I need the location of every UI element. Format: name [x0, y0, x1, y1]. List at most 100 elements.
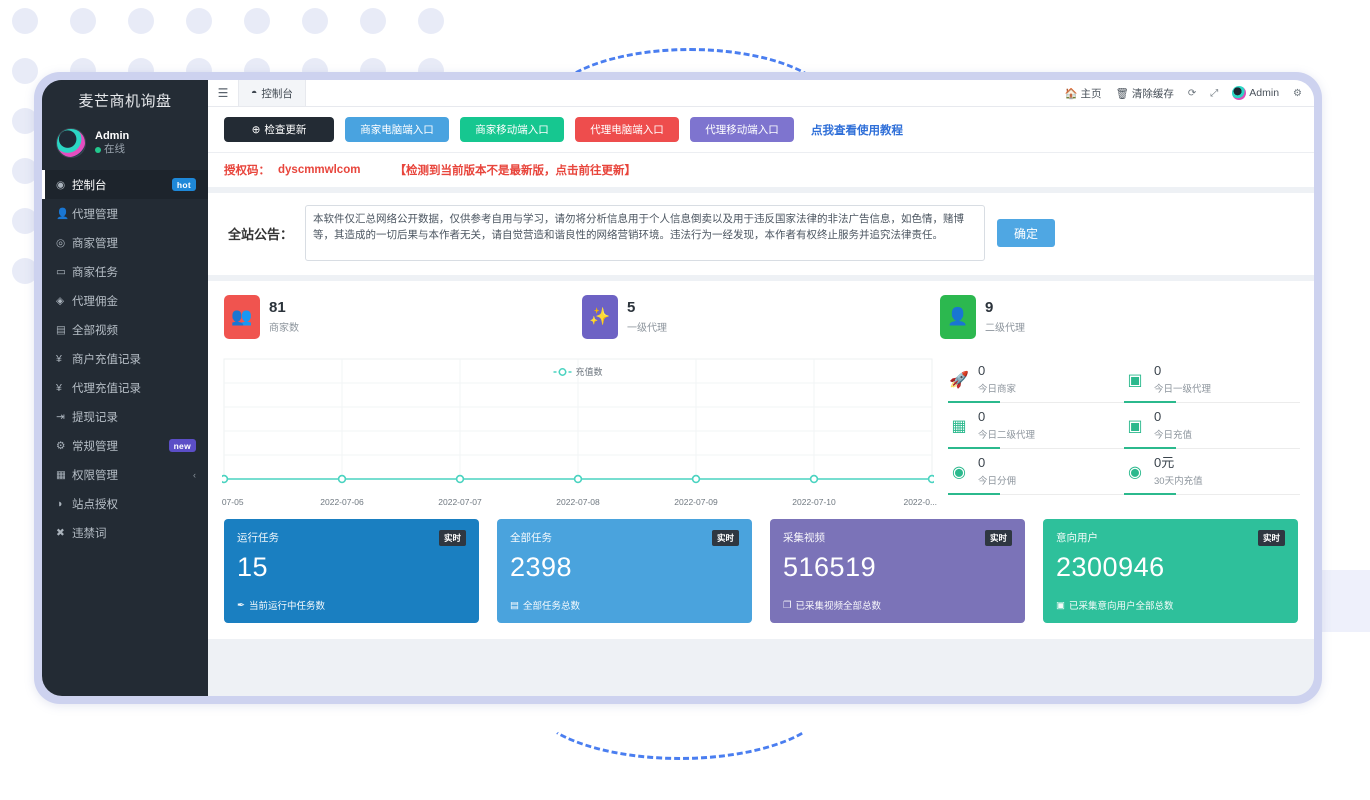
mini-stats-grid: 🚀 0 今日商家 ▣ 0 今日一级代理 ▦ 0 今日二级代理 ▣ 0 今日充值 ◉ 0 今日分佣 ◉ 0元 30天…	[934, 357, 1300, 497]
tutorial-link[interactable]: 点我查看使用教程	[811, 124, 903, 137]
sidebar-item-label: 全部视频	[72, 324, 118, 337]
profile-status: 在线	[95, 143, 129, 156]
entry-button-label: 代理移动端入口	[705, 124, 779, 136]
sidebar-item-label: 违禁词	[72, 527, 107, 540]
recharge-line-chart[interactable]: 充值数 07-05 2022-07-06 2022-07-07 2022-07-08 2…	[222, 357, 937, 507]
video-icon: ▤	[56, 323, 66, 336]
sidebar-item-4[interactable]: ◈ 代理佣金	[42, 286, 208, 315]
content-scroll: ⊕ 检查更新 商家电脑端入口 商家移动端入口 代理电脑端入口 代理移动端入口 点我查看使用教…	[208, 107, 1314, 696]
user-menu[interactable]: Admin	[1232, 86, 1279, 100]
card-value: 15	[237, 552, 269, 582]
sidebar-profile[interactable]: Admin 在线	[42, 120, 208, 168]
entry-button-0[interactable]: ⊕ 检查更新	[224, 117, 334, 142]
chevron-left-icon: ‹	[193, 469, 196, 480]
decorative-dot	[12, 58, 38, 84]
sidebar-item-label: 提现记录	[72, 411, 118, 424]
sidebar-item-0[interactable]: ◉ 控制台 hot	[42, 170, 208, 199]
card-badge: 实时	[438, 530, 466, 546]
entry-button-3[interactable]: 代理电脑端入口	[575, 117, 679, 142]
stat-value: 9	[985, 298, 994, 316]
summary-card-2[interactable]: 采集视频 实时 516519 ❐ 已采集视频全部总数	[770, 519, 1025, 623]
sidebar-item-3[interactable]: ▭ 商家任务	[42, 257, 208, 286]
fullscreen-icon[interactable]: ⤢	[1210, 87, 1219, 99]
sidebar-item-8[interactable]: ⇥ 提现记录	[42, 402, 208, 431]
notice-input[interactable]	[305, 205, 986, 261]
stat-label: 商家数	[269, 323, 299, 335]
stat-cell-0: 👥 81 商家数	[224, 295, 582, 353]
rocket-icon: 🚀	[949, 371, 969, 389]
gear-icon[interactable]: ⚙	[1293, 87, 1302, 99]
decorative-dot	[302, 8, 328, 34]
sidebar: 麦芒商机询盘 Admin 在线 ◉ 控制台 hot 👤 代理管理 ◎ 商家管理 ▭ 商家任务 ◈ 代…	[42, 80, 208, 696]
chart-xtick-0: 07-05	[221, 497, 244, 507]
sidebar-item-1[interactable]: 👤 代理管理	[42, 199, 208, 228]
legend-marker-icon	[553, 367, 572, 377]
chart-point-0	[222, 474, 229, 484]
site-auth-icon: ◑	[56, 497, 63, 510]
home-icon: 🏠	[1064, 87, 1078, 100]
sidebar-item-9[interactable]: ⚙ 常规管理 new	[42, 431, 208, 460]
entry-button-2[interactable]: 商家移动端入口	[460, 117, 564, 142]
mini-stat-0: 🚀 0 今日商家	[948, 357, 1124, 403]
summary-card-1[interactable]: 全部任务 实时 2398 ▤ 全部任务总数	[497, 519, 752, 623]
update-warning-link[interactable]: 【检测到当前版本不是最新版，点击前往更新】	[394, 165, 636, 177]
id-card-icon: ▣	[1127, 371, 1143, 389]
card-title: 全部任务	[510, 532, 552, 544]
sidebar-item-5[interactable]: ▤ 全部视频	[42, 315, 208, 344]
dashboard-icon: ◓	[251, 87, 258, 99]
hamburger-icon[interactable]: ☰	[217, 86, 229, 100]
sidebar-item-2[interactable]: ◎ 商家管理	[42, 228, 208, 257]
mini-stat-label: 今日商家	[978, 383, 1017, 395]
card-title: 采集视频	[783, 532, 825, 544]
decorative-dot	[12, 158, 38, 184]
stat-row: 👥 81 商家数 ✨ 5 一级代理 👤 9 二级代理	[208, 295, 1314, 353]
chart-and-mini-stats: 充值数 07-05 2022-07-06 2022-07-07 2022-07-08 2…	[208, 353, 1314, 509]
card-title: 意向用户	[1056, 532, 1098, 544]
summary-card-3[interactable]: 意向用户 实时 2300946 ▣ 已采集意向用户全部总数	[1043, 519, 1298, 623]
sidebar-item-10[interactable]: ▦ 权限管理 ‹	[42, 460, 208, 489]
notice-label: 全站公告：	[228, 226, 294, 242]
card-foot-label: 已采集意向用户全部总数	[1068, 601, 1174, 612]
chart-legend[interactable]: 充值数	[553, 365, 603, 378]
entry-button-4[interactable]: 代理移动端入口	[690, 117, 794, 142]
legend-label-0: 充值数	[575, 367, 603, 377]
task-icon: ▭	[56, 265, 66, 278]
commission-icon: ◈	[56, 294, 65, 307]
clear-cache-button[interactable]: 🗑 清除缓存	[1116, 86, 1174, 101]
home-button[interactable]: 🏠 主页	[1064, 86, 1101, 101]
card-title: 运行任务	[237, 532, 279, 544]
summary-card-0[interactable]: 运行任务 实时 15 ✒ 当前运行中任务数	[224, 519, 479, 623]
chart-point-6	[927, 474, 934, 484]
chart-point-2	[455, 474, 465, 484]
yuan-icon: ¥	[56, 352, 62, 365]
mini-stat-label: 30天内充值	[1154, 475, 1203, 487]
sidebar-item-label: 代理佣金	[72, 295, 118, 308]
sidebar-item-7[interactable]: ¥ 代理充值记录	[42, 373, 208, 402]
chart-point-3	[573, 474, 583, 484]
stat-label: 二级代理	[985, 323, 1025, 335]
tab-dashboard[interactable]: ◓ 控制台	[238, 80, 306, 106]
calendar-plus-icon: ▣	[1127, 417, 1143, 435]
sidebar-item-6[interactable]: ¥ 商户充值记录	[42, 344, 208, 373]
mini-stat-value: 0	[978, 363, 986, 379]
sidebar-nav: ◉ 控制台 hot 👤 代理管理 ◎ 商家管理 ▭ 商家任务 ◈ 代理佣金 ▤ 全部视频 ¥ 商户充值记录 ¥…	[42, 170, 208, 547]
card-foot-label: 当前运行中任务数	[248, 601, 325, 612]
notice-confirm-button[interactable]: 确定	[997, 219, 1056, 247]
decorative-dot	[12, 108, 38, 134]
clear-cache-label: 清除缓存	[1131, 87, 1174, 100]
entry-button-1[interactable]: 商家电脑端入口	[345, 117, 449, 142]
chart-xtick-3: 2022-07-08	[556, 497, 600, 507]
merchant-icon: ◎	[56, 236, 66, 249]
mini-stat-value: 0	[978, 409, 986, 425]
mini-stat-3: ▣ 0 今日充值	[1124, 403, 1300, 449]
user-circle-icon: ◉	[952, 463, 966, 481]
sidebar-item-11[interactable]: ◑ 站点授权	[42, 489, 208, 518]
agent-icon: 👤	[56, 208, 70, 220]
yuan-icon: ¥	[56, 381, 62, 394]
sidebar-item-12[interactable]: ✖ 违禁词	[42, 518, 208, 547]
sidebar-item-label: 代理充值记录	[72, 382, 141, 395]
wrench-icon: ✒	[237, 599, 245, 611]
refresh-icon[interactable]: ⟳	[1187, 87, 1197, 99]
user-icon: 👤	[940, 295, 976, 339]
